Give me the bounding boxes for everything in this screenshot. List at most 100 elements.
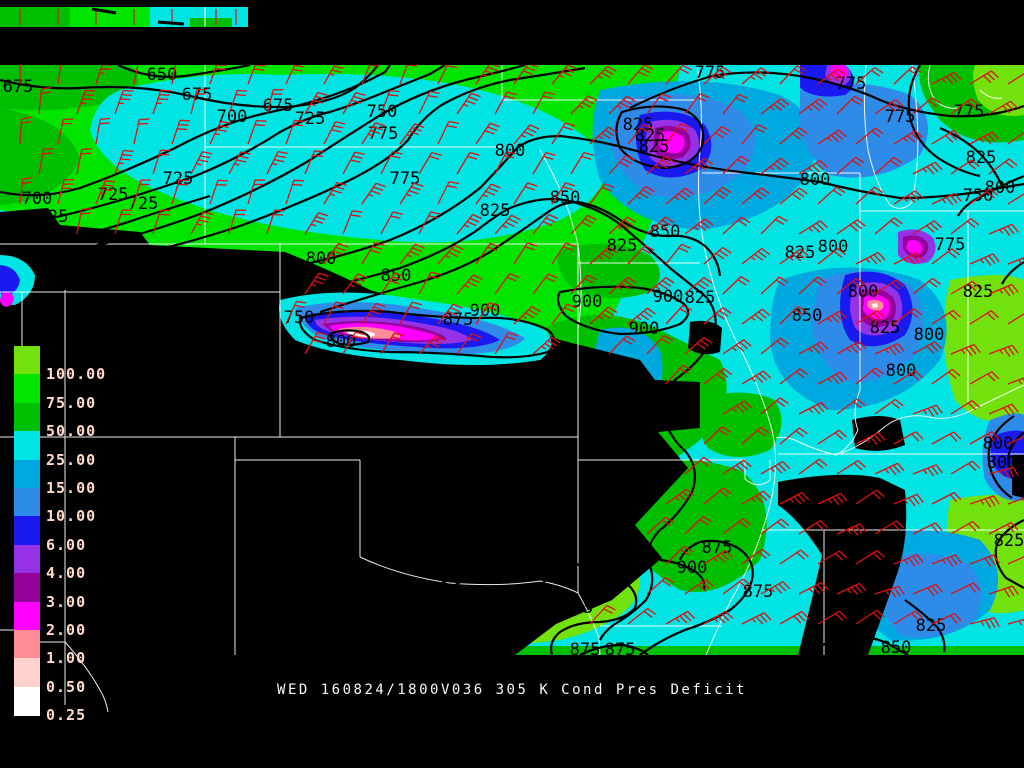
wind-barb-icon <box>285 179 304 205</box>
contour-label: 900 <box>629 319 660 339</box>
wind-barb-icon <box>684 277 713 295</box>
wind-barb-icon <box>418 90 440 115</box>
wind-barb-icon <box>912 220 942 235</box>
wind-barb-icon <box>57 118 74 145</box>
wind-barb-icon <box>665 546 693 565</box>
wind-barb-icon <box>817 371 848 385</box>
wind-barb-icon <box>266 150 288 175</box>
wind-barb-icon <box>760 276 789 295</box>
wind-barb-icon <box>798 276 827 295</box>
wind-barb-icon <box>589 246 618 265</box>
wind-barb-icon <box>551 182 576 205</box>
wind-barb-icon <box>893 493 924 507</box>
wind-barb-icon <box>950 520 981 535</box>
contour-label: 875 <box>702 538 733 558</box>
wind-barb-icon <box>836 95 864 115</box>
wind-barb-icon <box>969 310 999 325</box>
contour-label: 875 <box>743 582 774 602</box>
wind-barb-icon <box>722 216 751 235</box>
wind-barb-icon <box>247 119 267 145</box>
wind-barb-icon <box>114 209 133 235</box>
wind-barb-icon <box>760 215 788 235</box>
wind-barb-icon <box>855 127 884 145</box>
wind-barb-icon <box>532 273 558 295</box>
wind-barb-icon <box>589 65 617 85</box>
wind-barb-icon <box>627 65 654 85</box>
wind-barb-icon <box>266 209 285 235</box>
wind-barb-icon <box>1007 436 1024 445</box>
wind-barb-icon <box>741 187 770 205</box>
contour-label: 675 <box>3 77 34 97</box>
wind-barb-icon <box>1007 131 1024 145</box>
contour-label: 800 <box>914 325 945 345</box>
wind-barb-icon <box>817 68 847 85</box>
contour-label: 775 <box>695 63 726 83</box>
wind-barb-icon <box>228 89 248 115</box>
wind-barb-icon <box>285 300 307 325</box>
wind-barb-icon <box>380 89 400 115</box>
wind-barb-icon <box>760 461 791 475</box>
wind-barb-icon <box>437 120 459 145</box>
wind-barb-icon <box>152 149 171 175</box>
wind-barb-icon <box>684 579 714 595</box>
wind-barb-icon <box>950 98 980 115</box>
wind-barb-icon <box>950 159 980 175</box>
wind-barb-icon <box>608 154 635 175</box>
wind-barb-icon <box>912 277 941 295</box>
wind-barb-icon <box>836 582 867 596</box>
wind-barb-icon <box>874 156 903 175</box>
wind-barb-icon <box>950 280 981 295</box>
wind-barb-icon <box>950 582 981 595</box>
wind-barb-icon <box>513 124 540 145</box>
wind-barb-icon <box>779 610 810 625</box>
wind-barb-icon <box>817 310 848 325</box>
wind-barb-icon <box>817 492 848 506</box>
wind-barb-icon <box>874 217 903 235</box>
contour-label: 900 <box>445 562 476 582</box>
wind-barb-icon <box>494 151 517 175</box>
contour-label: 825 <box>966 148 997 168</box>
wind-barb-icon <box>912 464 943 477</box>
wind-barb-icon <box>855 310 885 325</box>
wind-barb-icon <box>893 610 924 625</box>
wind-barb-icon <box>304 212 328 235</box>
wind-barb-icon <box>931 368 961 385</box>
wind-barb-icon <box>817 129 847 145</box>
contour-label: 700 <box>217 107 248 127</box>
wind-barb-icon <box>95 180 116 205</box>
wind-barb-icon <box>969 253 1000 266</box>
contour-lines <box>0 65 1024 655</box>
contour-label: 875 <box>563 598 594 618</box>
wind-barb-icon <box>798 581 829 595</box>
wind-barb-icon <box>646 277 675 295</box>
wind-barb-icon <box>133 65 139 85</box>
wind-barb-icon <box>988 223 1019 237</box>
wind-barb-icon <box>285 65 305 85</box>
wind-barb-icon <box>684 337 713 355</box>
wind-barb-icon <box>817 248 847 265</box>
wind-barb-icon <box>247 65 266 85</box>
wind-barb-icon <box>380 272 405 295</box>
wind-barb-icon <box>627 607 657 625</box>
wind-barb-icon <box>171 179 190 205</box>
wind-barb-icon <box>931 248 961 265</box>
wind-barb-icon <box>304 272 329 295</box>
wind-barb-icon <box>779 306 807 325</box>
wind-barb-icon <box>893 554 924 567</box>
wind-barb-icon <box>969 188 999 205</box>
wind-barb-icon <box>912 341 943 355</box>
wind-barb-icon <box>380 211 403 235</box>
wind-barb-icon <box>399 182 424 205</box>
contour-label: 900 <box>653 287 684 307</box>
contour-label: 825 <box>685 288 716 308</box>
contour-label: 725 <box>295 109 326 129</box>
wind-barb-icon <box>779 65 807 85</box>
wind-barb-icon <box>893 431 924 445</box>
wind-barb-icon <box>798 160 828 175</box>
wind-barb-icon <box>703 550 733 565</box>
wind-barb-icon <box>912 404 943 417</box>
contour-label: 825 <box>607 236 638 256</box>
wind-barb-icon <box>988 466 1019 479</box>
